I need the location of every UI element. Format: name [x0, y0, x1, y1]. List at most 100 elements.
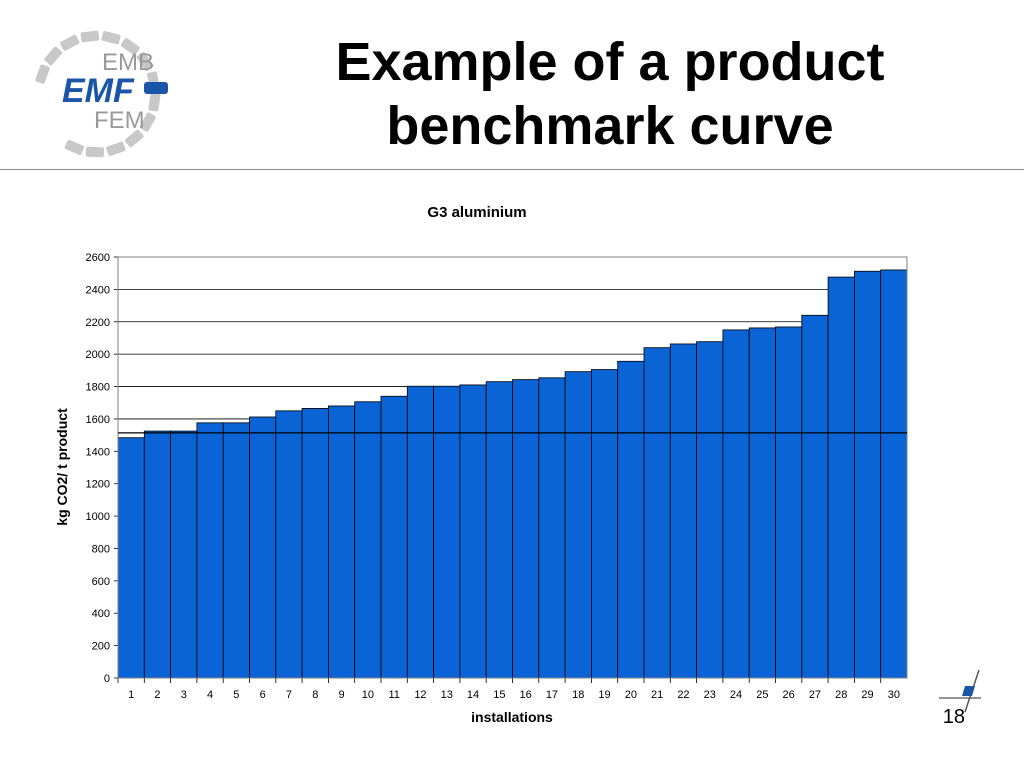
plot-frame	[117, 256, 908, 679]
bar	[722, 329, 750, 679]
logo-ring-segment	[139, 112, 156, 132]
slide-title-line-2: benchmark curve	[386, 96, 834, 156]
x-tick-label: 19	[598, 689, 610, 701]
y-tick-label: 600	[92, 576, 110, 588]
x-axis-ticks: 1 2 3 4 5 6 7 8 9 10 11 12 13 14 15 16 17 18 19 20 21 22 23 24 2…	[117, 678, 900, 701]
x-tick-label: 16	[520, 689, 532, 701]
x-tick-label: 18	[572, 689, 584, 701]
logo-ring-segment	[106, 141, 126, 156]
bar	[854, 270, 882, 679]
bar	[643, 347, 671, 679]
x-tick-label: 20	[625, 689, 637, 701]
bar	[669, 343, 697, 679]
title-divider	[0, 169, 1024, 170]
bar	[170, 430, 198, 679]
slide-title: Example of a product benchmark curve	[240, 30, 980, 158]
y-axis-label: kg CO2/ t product	[54, 408, 70, 526]
logo-ring-segment	[101, 31, 121, 45]
y-tick-label: 400	[92, 608, 110, 620]
x-tick-label: 1	[128, 689, 134, 701]
y-tick-label: 800	[92, 543, 110, 555]
bar	[301, 407, 329, 679]
x-tick-label: 17	[546, 689, 558, 701]
y-tick-label: 2200	[86, 317, 110, 329]
logo-ring-segment	[85, 146, 105, 158]
x-axis-label: installations	[471, 709, 553, 725]
x-tick-label: 12	[414, 689, 426, 701]
x-tick-label: 15	[493, 689, 505, 701]
bar	[748, 327, 776, 679]
x-tick-label: 7	[286, 689, 292, 701]
bar	[117, 437, 145, 679]
logo-ring-segment	[64, 139, 84, 155]
x-tick-label: 10	[362, 689, 374, 701]
bar	[485, 381, 513, 679]
x-tick-label: 8	[312, 689, 318, 701]
emf-logo: EMB EMF FEM	[35, 30, 168, 158]
x-tick-label: 24	[730, 689, 742, 701]
logo-ring-segment	[124, 129, 144, 148]
bar	[354, 401, 382, 679]
logo-accent-bar	[144, 82, 168, 94]
bar	[617, 360, 645, 679]
x-tick-label: 23	[704, 689, 716, 701]
chart-title: G3 aluminium	[427, 204, 526, 221]
bar	[538, 377, 566, 679]
benchmark-chart: G3 aluminium 020040060080010001200140016…	[54, 204, 908, 725]
x-tick-label: 3	[181, 689, 187, 701]
x-tick-label: 29	[861, 689, 873, 701]
y-tick-label: 2600	[86, 252, 110, 264]
x-tick-label: 22	[677, 689, 689, 701]
y-tick-label: 1800	[86, 382, 110, 394]
bar	[591, 369, 619, 679]
bar	[827, 276, 855, 679]
bar	[564, 371, 592, 679]
corner-logo-mark	[939, 669, 981, 713]
x-tick-label: 13	[441, 689, 453, 701]
y-axis-ticks: 0 200 400 600 800 1000 1200 1400 1600 1800 2000 220…	[86, 252, 118, 685]
bar	[880, 269, 908, 679]
bar	[459, 384, 487, 679]
y-tick-label: 2000	[86, 349, 110, 361]
bar	[406, 385, 434, 679]
y-tick-label: 0	[104, 673, 110, 685]
y-tick-label: 1000	[86, 511, 110, 523]
x-tick-label: 9	[338, 689, 344, 701]
bar	[196, 422, 224, 679]
x-tick-label: 21	[651, 689, 663, 701]
logo-ring-segment	[35, 64, 50, 84]
x-tick-label: 25	[756, 689, 768, 701]
bar	[775, 326, 803, 679]
bar	[696, 341, 724, 679]
bar	[327, 405, 356, 679]
x-tick-label: 26	[783, 689, 795, 701]
x-tick-label: 5	[233, 689, 239, 701]
x-tick-label: 30	[888, 689, 900, 701]
logo-text-top: EMB	[102, 49, 154, 76]
x-tick-label: 28	[835, 689, 847, 701]
bar	[249, 416, 277, 679]
y-tick-label: 200	[92, 641, 110, 653]
bars	[117, 269, 908, 679]
y-tick-label: 1400	[86, 446, 110, 458]
x-tick-label: 14	[467, 689, 479, 701]
x-tick-label: 11	[388, 689, 399, 701]
logo-ring-segment	[148, 92, 161, 112]
logo-ring-segment	[60, 34, 80, 51]
logo-ring	[35, 30, 161, 158]
x-tick-label: 2	[154, 689, 160, 701]
logo-ring-segment	[136, 52, 154, 72]
slide-title-line-1: Example of a product	[335, 32, 885, 92]
bar	[275, 410, 303, 679]
y-tick-label: 2400	[86, 284, 110, 296]
y-tick-label: 1600	[86, 414, 110, 426]
logo-text-middle: EMF	[62, 72, 135, 110]
bar	[801, 314, 829, 679]
x-tick-label: 27	[809, 689, 821, 701]
page-number: 18	[942, 706, 965, 728]
logo-ring-segment	[80, 30, 100, 43]
logo-text-bottom: FEM	[94, 107, 145, 134]
y-tick-label: 1200	[86, 479, 110, 491]
x-tick-label: 6	[260, 689, 266, 701]
bar	[512, 379, 540, 679]
